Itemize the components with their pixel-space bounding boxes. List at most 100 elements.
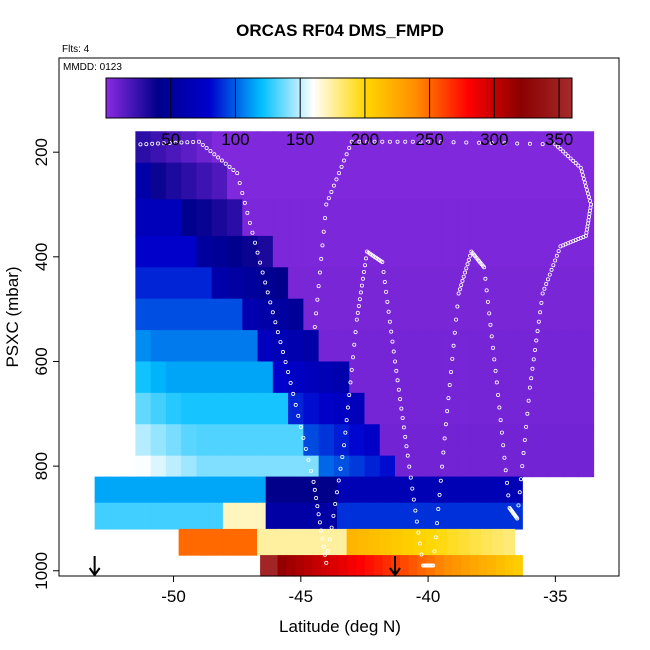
- heatmap-cell: [268, 528, 281, 556]
- colorbar-ticks: 50 100 150 200 250 300 350: [161, 78, 573, 149]
- heatmap-cell: [181, 361, 198, 394]
- track-point: [432, 549, 437, 554]
- track-point: [311, 479, 316, 484]
- heatmap-cell: [272, 199, 289, 237]
- track-point: [522, 437, 527, 442]
- heatmap-cell: [410, 131, 427, 164]
- heatmap-cell: [211, 298, 228, 331]
- track-point: [568, 156, 573, 161]
- heatmap-cell: [532, 392, 549, 425]
- markers: [88, 556, 401, 577]
- track-point: [533, 347, 538, 352]
- heatmap-cell: [277, 555, 287, 577]
- heatmap-cell: [364, 267, 381, 300]
- track-point: [321, 229, 326, 234]
- heatmap-cell: [135, 455, 152, 478]
- heatmap-cell: [330, 555, 340, 577]
- heatmap-cell: [425, 267, 442, 300]
- track-point: [344, 418, 349, 423]
- heatmap-cell: [242, 424, 259, 457]
- heatmap-cell: [227, 424, 243, 457]
- heatmap-cell: [349, 199, 366, 237]
- heatmap-cell: [456, 455, 472, 478]
- heatmap-cell: [410, 455, 427, 478]
- track-point: [258, 260, 263, 265]
- heatmap-cell: [135, 298, 152, 331]
- heatmap-cell: [356, 555, 366, 577]
- heatmap-cell: [513, 555, 523, 577]
- track-point: [334, 490, 339, 495]
- track-point: [527, 141, 532, 146]
- heatmap-cell: [379, 361, 396, 394]
- heatmap-cell: [150, 424, 167, 457]
- heatmap-cell: [456, 162, 472, 200]
- heatmap-cell: [165, 424, 182, 457]
- track-point: [461, 274, 466, 279]
- track-point: [344, 152, 349, 157]
- heatmap-cell: [165, 267, 182, 300]
- track-point: [320, 243, 325, 248]
- heatmap-cell: [395, 267, 411, 300]
- heatmap-cell: [501, 455, 518, 478]
- track-point: [336, 478, 341, 483]
- track-point: [338, 466, 343, 471]
- heatmap-cell: [349, 298, 366, 331]
- heatmap-cell: [196, 235, 213, 268]
- heatmap-cell: [440, 424, 457, 457]
- heatmap-cell: [422, 476, 438, 504]
- track-point: [498, 418, 503, 423]
- heatmap-cell: [272, 131, 289, 164]
- heatmap-cell: [257, 131, 274, 164]
- heatmap-cell: [379, 502, 395, 530]
- track-point: [405, 453, 410, 458]
- heatmap-cell: [288, 298, 304, 331]
- heatmap-cell: [532, 361, 549, 394]
- heatmap-cell: [165, 361, 182, 394]
- heatmap-cell: [469, 528, 482, 556]
- track-point: [275, 330, 280, 335]
- track-point: [357, 139, 362, 144]
- heatmap-cell: [408, 476, 424, 504]
- heatmap-cell: [425, 298, 442, 331]
- heatmap-cell: [440, 199, 457, 237]
- track-point: [327, 537, 332, 542]
- heatmap-cell: [456, 392, 472, 425]
- y-tick-label: 1000: [32, 552, 51, 590]
- heatmap-cell: [321, 555, 331, 577]
- heatmap-cell: [288, 235, 304, 268]
- track-point: [551, 263, 556, 268]
- heatmap-cell: [181, 424, 198, 457]
- heatmap-cell: [379, 392, 396, 425]
- heatmap-cell: [547, 199, 564, 237]
- track-point: [291, 391, 296, 396]
- heatmap-cell: [211, 361, 228, 394]
- track-point: [501, 443, 506, 448]
- heatmap-cell: [563, 392, 579, 425]
- heatmap-cell: [333, 361, 350, 394]
- heatmap-cell: [288, 131, 304, 164]
- track-point: [407, 464, 412, 469]
- track-point: [223, 161, 228, 166]
- heatmap-cell: [196, 267, 213, 300]
- track-point: [494, 380, 499, 385]
- heatmap-cell: [517, 267, 534, 300]
- track-point: [497, 405, 502, 410]
- heatmap-cell: [234, 528, 247, 556]
- heatmap-cell: [333, 267, 350, 300]
- heatmap-cell: [242, 298, 259, 331]
- track-point: [566, 154, 571, 159]
- heatmap-cell: [578, 199, 595, 237]
- heatmap-cell: [181, 199, 198, 237]
- heatmap-cell: [212, 528, 225, 556]
- track-point: [540, 291, 545, 296]
- heatmap-cell: [303, 298, 320, 331]
- track-point: [576, 163, 581, 168]
- x-axis: -50 -45 -40 -35: [161, 576, 568, 606]
- track-point: [401, 425, 406, 430]
- track-point: [433, 535, 438, 540]
- track-point: [343, 430, 348, 435]
- heatmap-cell: [408, 555, 418, 577]
- track-point: [303, 446, 308, 451]
- heatmap-cell: [461, 555, 471, 577]
- heatmap-cell: [135, 361, 152, 394]
